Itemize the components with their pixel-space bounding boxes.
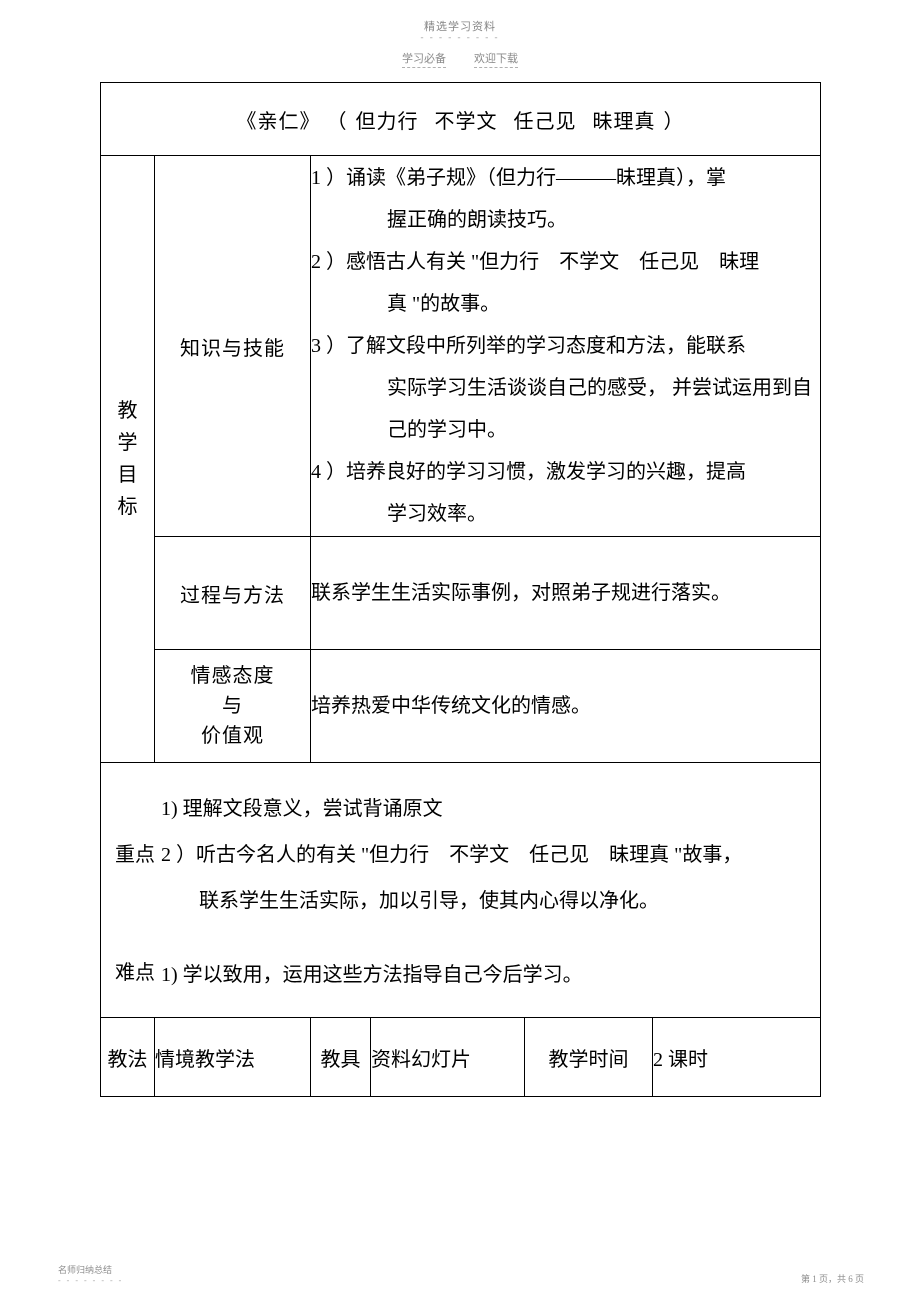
- header-top-dashes: - - - - - - - - -: [0, 32, 920, 42]
- title-seg1: 但力行: [356, 105, 419, 134]
- process-label: 过程与方法: [155, 537, 311, 650]
- knowledge-label: 知识与技能: [155, 156, 311, 537]
- k-item3b: 实际学习生活谈谈自己的感受， 并尝试运用到自: [387, 377, 812, 399]
- k-item3a: 3 ）了解文段中所列举的学习态度和方法，能联系: [311, 335, 746, 357]
- values-label-l3: 价值观: [155, 721, 310, 751]
- k-item4b: 学习效率。: [387, 503, 487, 525]
- header-sub: 学习必备 欢迎下载: [0, 50, 920, 68]
- goals-row-label: 教学目标: [101, 156, 155, 763]
- k-item1a: 1 ）诵读《弟子规》（但力行———昧理真），掌: [311, 167, 726, 189]
- header-sub-right: 欢迎下载: [474, 50, 518, 68]
- goals-values-row: 情感态度 与 价值观 培养热爱中华传统文化的情感。: [101, 650, 821, 763]
- values-label-l2: 与: [155, 691, 310, 721]
- values-text: 培养热爱中华传统文化的情感。: [311, 695, 591, 717]
- kp-item1: 1) 理解文段意义，尝试背诵原文: [161, 787, 802, 831]
- goals-knowledge-row: 教学目标 知识与技能 1 ）诵读《弟子规》（但力行———昧理真），掌 握正确的朗…: [101, 156, 821, 537]
- header-top: 精选学习资料 - - - - - - - - -: [0, 18, 920, 42]
- footer-left: 名师归纳总结 - - - - - - - -: [58, 1263, 123, 1285]
- k-item4a: 4 ）培养良好的学习习惯，激发学习的兴趣，提高: [311, 461, 746, 483]
- diff-item1: 1) 学以致用，运用这些方法指导自己今后学习。: [161, 953, 802, 997]
- title-seg4: 昧理真: [593, 105, 656, 134]
- title-seg3: 任己见: [514, 105, 577, 134]
- footer-right: 第 1 页，共 6 页: [801, 1272, 864, 1285]
- method-l2: 教具: [311, 1018, 371, 1097]
- k-item3c: 己的学习中。: [387, 419, 507, 441]
- lesson-plan-table: 《亲仁》 （ 但力行不学文任己见昧理真 ） 教学目标 知识与技能 1 ）诵读《弟子规…: [100, 82, 821, 1097]
- process-text: 联系学生生活实际事例，对照弟子规进行落实。: [311, 582, 731, 604]
- k-item1b: 握正确的朗读技巧。: [387, 209, 567, 231]
- title-paren-close: ）: [664, 111, 685, 133]
- keypoints-row: 重点1) 理解文段意义，尝试背诵原文2 ）听古今名人的有关 "但力行 不学文 任…: [101, 763, 821, 1018]
- title-cell: 《亲仁》 （ 但力行不学文任己见昧理真 ）: [101, 83, 821, 156]
- goals-process-row: 过程与方法 联系学生生活实际事例，对照弟子规进行落实。: [101, 537, 821, 650]
- method-v2: 资料幻灯片: [371, 1018, 525, 1097]
- title-row: 《亲仁》 （ 但力行不学文任己见昧理真 ）: [101, 83, 821, 156]
- kp-item2a: 2 ）听古今名人的有关 "但力行 不学文 任己见 昧理真 "故事，: [161, 833, 802, 877]
- lesson-plan-table-wrap: 《亲仁》 （ 但力行不学文任己见昧理真 ） 教学目标 知识与技能 1 ）诵读《弟子规…: [100, 82, 820, 1097]
- process-content: 联系学生生活实际事例，对照弟子规进行落实。: [311, 537, 821, 650]
- values-content: 培养热爱中华传统文化的情感。: [311, 650, 821, 763]
- page: 精选学习资料 - - - - - - - - - 学习必备 欢迎下载 《亲仁》: [0, 0, 920, 1303]
- kp-label: 重点: [115, 785, 161, 877]
- header-sub-left: 学习必备: [402, 50, 446, 68]
- title-seg2: 不学文: [435, 105, 498, 134]
- footer-left-text: 名师归纳总结: [58, 1263, 123, 1276]
- k-item2b: 真 "的故事。: [387, 293, 500, 315]
- k-item2a: 2 ）感悟古人有关 "但力行 不学文 任己见 昧理: [311, 251, 759, 273]
- method-v1: 情境教学法: [155, 1018, 311, 1097]
- title-book: 《亲仁》: [237, 111, 321, 133]
- method-row: 教法 情境教学法 教具 资料幻灯片 教学时间 2 课时: [101, 1018, 821, 1097]
- values-label-l1: 情感态度: [155, 661, 310, 691]
- method-l1: 教法: [101, 1018, 155, 1097]
- values-label: 情感态度 与 价值观: [155, 650, 311, 763]
- kp-item2b: 联系学生生活实际，加以引导，使其内心得以净化。: [161, 879, 802, 923]
- method-v3: 2 课时: [653, 1018, 821, 1097]
- method-l3: 教学时间: [525, 1018, 653, 1097]
- kp-content: 重点1) 理解文段意义，尝试背诵原文2 ）听古今名人的有关 "但力行 不学文 任…: [101, 763, 821, 1018]
- diff-label: 难点: [115, 951, 161, 995]
- knowledge-content: 1 ）诵读《弟子规》（但力行———昧理真），掌 握正确的朗读技巧。 2 ）感悟古…: [311, 156, 821, 537]
- title-paren-open: （: [327, 111, 348, 133]
- footer-left-dashes: - - - - - - - -: [58, 1276, 123, 1285]
